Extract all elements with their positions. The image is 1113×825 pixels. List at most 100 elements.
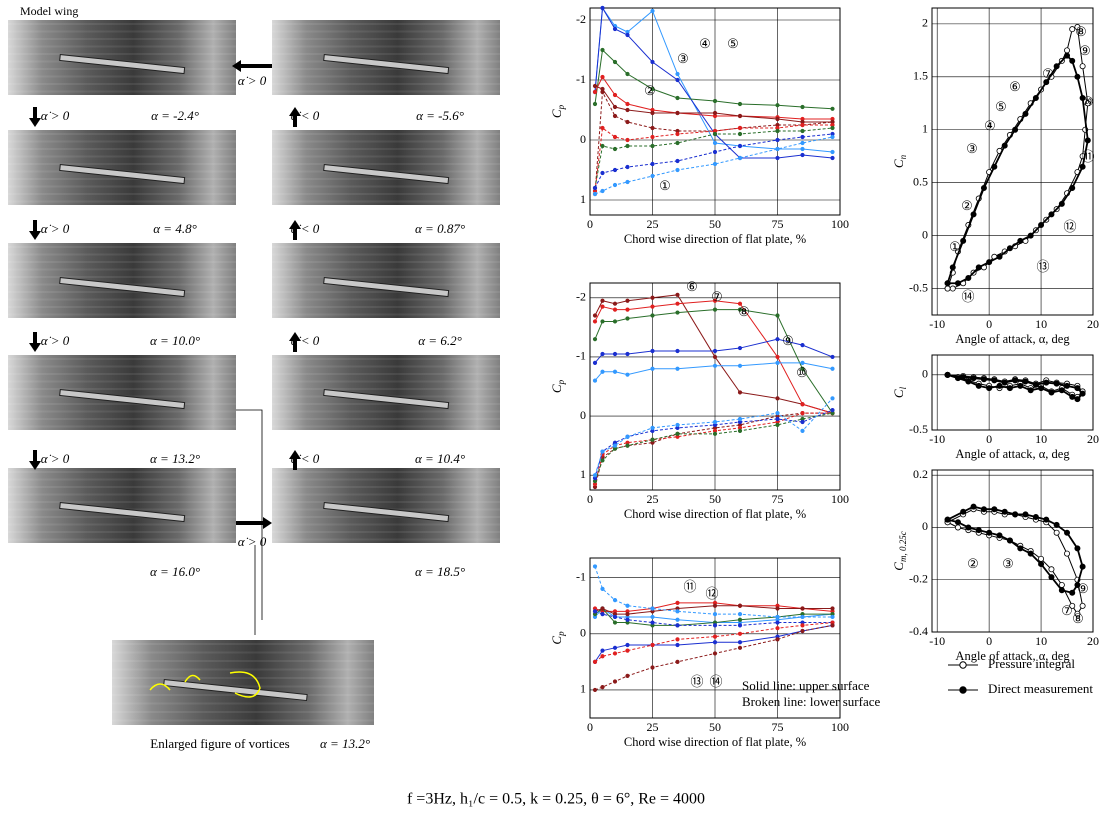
- data-point: [676, 311, 679, 314]
- data-point: [992, 507, 997, 512]
- y-tick-label: 1.5: [913, 69, 928, 83]
- y-axis-subscript: m, 0.25c: [898, 531, 908, 562]
- data-point: [831, 355, 834, 358]
- alpha-label: α = 13.2°: [150, 451, 200, 466]
- data-point: [613, 615, 616, 618]
- data-point: [738, 391, 741, 394]
- alpha-label: α = 6.2°: [418, 333, 462, 348]
- annotation: ③: [677, 51, 689, 66]
- y-tick-label: -0.5: [909, 422, 928, 436]
- annotation: ⑬: [690, 674, 703, 689]
- data-point: [950, 265, 955, 270]
- x-tick-label: -10: [929, 317, 945, 331]
- conditions-caption: f =3Hz, h₁/c = 0.5, k = 0.25, θ = 6°, Re…: [407, 791, 705, 808]
- data-point: [1028, 233, 1033, 238]
- alpha-label: α = 10.0°: [150, 333, 200, 348]
- x-tick-label: -10: [929, 634, 945, 648]
- data-point: [738, 417, 741, 420]
- data-point: [651, 162, 654, 165]
- data-point: [801, 403, 804, 406]
- alpha-label: α = 10.4°: [415, 451, 465, 466]
- data-point: [776, 355, 779, 358]
- data-point: [801, 105, 804, 108]
- figure: Model wing Enlarged figure of vortices α…: [0, 0, 1113, 825]
- data-point: [1007, 246, 1012, 251]
- data-point: [1070, 394, 1075, 399]
- data-point: [713, 349, 716, 352]
- data-point: [713, 641, 716, 644]
- data-point: [601, 649, 604, 652]
- annotation: ⑧: [738, 304, 750, 319]
- alpha-label: α = 18.5°: [415, 564, 465, 579]
- y-tick-label: 1: [580, 467, 586, 481]
- y-tick-label: 0: [922, 227, 928, 241]
- annotation: ⑨: [782, 333, 794, 348]
- data-point: [613, 27, 616, 30]
- data-point: [713, 364, 716, 367]
- data-point: [613, 114, 616, 117]
- data-point: [831, 397, 834, 400]
- annotation: Broken line: lower surface: [742, 694, 880, 709]
- y-axis-subscript: p: [556, 379, 566, 385]
- data-point: [776, 626, 779, 629]
- data-point: [1012, 127, 1017, 132]
- x-tick-label: 25: [647, 720, 659, 734]
- data-point: [626, 299, 629, 302]
- data-point: [676, 168, 679, 171]
- data-point: [613, 60, 616, 63]
- data-point: [601, 144, 604, 147]
- y-tick-label: -0.5: [909, 280, 928, 294]
- model-wing-label: Model wing: [20, 4, 78, 18]
- data-point: [651, 144, 654, 147]
- data-point: [1007, 385, 1012, 390]
- data-point: [593, 186, 596, 189]
- data-point: [738, 604, 741, 607]
- annotation: ⑬: [1036, 259, 1049, 274]
- data-point: [593, 320, 596, 323]
- data-point: [738, 364, 741, 367]
- data-point: [676, 72, 679, 75]
- data-point: [713, 432, 716, 435]
- data-point: [626, 674, 629, 677]
- data-point: [776, 138, 779, 141]
- annotation: ⑦: [1061, 603, 1073, 618]
- x-tick-label: 100: [831, 492, 849, 506]
- x-tick-label: 0: [587, 720, 593, 734]
- data-point: [1080, 603, 1085, 608]
- x-tick-label: 10: [1035, 634, 1047, 648]
- data-point: [976, 527, 981, 532]
- data-point: [1075, 385, 1080, 390]
- data-point: [801, 147, 804, 150]
- data-point: [713, 355, 716, 358]
- annotation: ⑨: [1079, 43, 1091, 58]
- data-point: [601, 459, 604, 462]
- alpha-label: α = 4.8°: [153, 221, 197, 236]
- data-point: [987, 259, 992, 264]
- data-point: [1054, 64, 1059, 69]
- data-point: [738, 624, 741, 627]
- data-point: [738, 126, 741, 129]
- data-point: [831, 607, 834, 610]
- data-point: [613, 93, 616, 96]
- data-point: [738, 632, 741, 635]
- data-point: [945, 281, 950, 286]
- annotation: ④: [984, 118, 996, 133]
- data-point: [801, 624, 804, 627]
- legend-marker: [960, 687, 966, 693]
- data-point: [1085, 138, 1090, 143]
- annotation: ⑦: [711, 289, 723, 304]
- y-tick-label: 0: [580, 626, 586, 640]
- data-point: [776, 423, 779, 426]
- data-point: [626, 444, 629, 447]
- data-point: [613, 135, 616, 138]
- data-point: [950, 286, 955, 291]
- data-point: [626, 612, 629, 615]
- data-point: [1002, 509, 1007, 514]
- data-point: [593, 192, 596, 195]
- data-point: [1038, 222, 1043, 227]
- data-point: [987, 385, 992, 390]
- data-point: [738, 346, 741, 349]
- enlarged-alpha: α = 13.2°: [320, 736, 370, 751]
- data-point: [1049, 575, 1054, 580]
- data-point: [801, 411, 804, 414]
